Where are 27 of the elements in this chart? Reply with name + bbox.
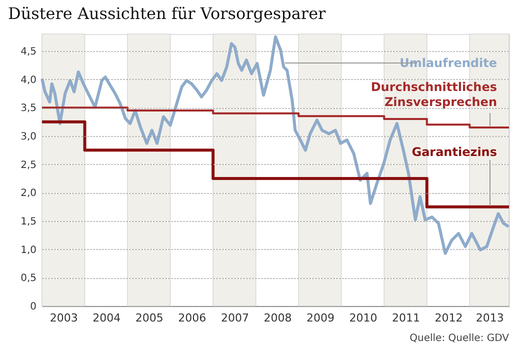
series-label: Garantiezins (412, 145, 497, 159)
source-note: Quelle: Quelle: GDV (410, 333, 510, 344)
y-tick-label: 4,5 (20, 46, 36, 58)
series-label: Durchschnittliches Zinsversprechen (370, 80, 497, 109)
text: Umlaufrendite (400, 56, 497, 70)
y-tick-label: 4,0 (20, 74, 36, 86)
x-tick-label: 2013 (476, 312, 504, 324)
x-tick-label: 2008 (264, 312, 292, 324)
x-tick-label: 2012 (434, 312, 463, 324)
y-tick-label: 1,0 (20, 244, 36, 256)
y-tick-label: 2,0 (20, 188, 36, 200)
y-tick-label: 1,5 (20, 216, 36, 228)
y-tick-label: 3,5 (20, 103, 36, 114)
y-tick-label: 0 (30, 302, 36, 312)
x-tick-label: 2006 (178, 312, 206, 324)
x-tick-label: 2004 (92, 312, 121, 324)
x-tick-label: 2007 (220, 312, 249, 324)
x-tick-label: 2011 (392, 312, 420, 324)
x-tick-label: 2005 (135, 312, 164, 324)
chart-title: Düstere Aussichten für Vorsorgesparer (8, 4, 326, 23)
y-tick-label: 2,5 (20, 160, 36, 171)
y-tick-label: 3,0 (20, 132, 36, 142)
y-tick-label: 0,5 (20, 273, 36, 284)
line-series (40, 35, 510, 255)
x-tick-label: 2010 (349, 312, 378, 324)
x-tick-label: 2003 (50, 312, 78, 324)
x-tick-label: 2009 (306, 312, 334, 324)
